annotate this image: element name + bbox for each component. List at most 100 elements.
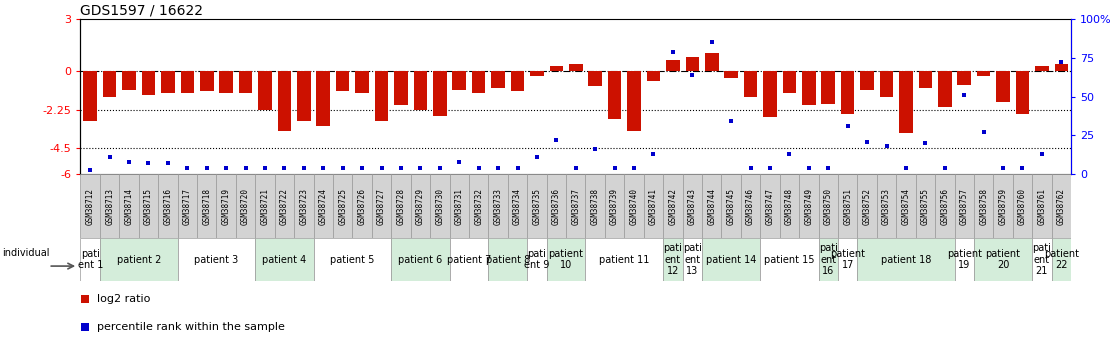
Bar: [721, 174, 741, 238]
Text: GSM38740: GSM38740: [629, 188, 638, 225]
Bar: [818, 174, 838, 238]
Text: patient 15: patient 15: [765, 255, 815, 265]
Bar: [899, 71, 912, 133]
Text: GSM38760: GSM38760: [1018, 188, 1027, 225]
Bar: [802, 71, 816, 105]
Text: patient 2: patient 2: [116, 255, 161, 265]
Text: GSM38722: GSM38722: [280, 188, 288, 225]
Text: GSM38732: GSM38732: [474, 188, 483, 225]
Text: patient 8: patient 8: [485, 255, 530, 265]
Bar: [84, 71, 97, 121]
Text: GSM38738: GSM38738: [590, 188, 599, 225]
Text: GSM38712: GSM38712: [86, 188, 95, 225]
Text: GSM38727: GSM38727: [377, 188, 386, 225]
Text: patient 6: patient 6: [398, 255, 443, 265]
Bar: [197, 174, 217, 238]
Bar: [161, 71, 174, 93]
Bar: [472, 71, 485, 93]
Text: GSM38720: GSM38720: [241, 188, 250, 225]
Bar: [528, 238, 547, 281]
Text: patient
17: patient 17: [831, 249, 865, 270]
Text: pati
ent
16: pati ent 16: [818, 243, 837, 276]
Bar: [743, 71, 757, 97]
Bar: [489, 238, 528, 281]
Text: patient 7: patient 7: [447, 255, 491, 265]
Bar: [974, 238, 1032, 281]
Bar: [838, 174, 858, 238]
Bar: [142, 71, 155, 95]
Text: pati
ent
12: pati ent 12: [663, 243, 682, 276]
Bar: [100, 174, 120, 238]
Text: GSM38735: GSM38735: [532, 188, 541, 225]
Bar: [861, 71, 874, 90]
Bar: [277, 71, 291, 131]
Bar: [489, 174, 508, 238]
Bar: [511, 71, 524, 91]
Bar: [178, 238, 255, 281]
Bar: [219, 71, 233, 93]
Bar: [663, 238, 683, 281]
Text: GSM38759: GSM38759: [998, 188, 1007, 225]
Text: pati
ent
13: pati ent 13: [683, 243, 702, 276]
Bar: [724, 71, 738, 78]
Bar: [938, 71, 951, 107]
Bar: [547, 238, 586, 281]
Text: percentile rank within the sample: percentile rank within the sample: [97, 322, 285, 332]
Bar: [508, 174, 528, 238]
Bar: [468, 174, 489, 238]
Text: GSM38726: GSM38726: [358, 188, 367, 225]
Text: GDS1597 / 16622: GDS1597 / 16622: [80, 4, 203, 18]
Bar: [316, 71, 330, 126]
Bar: [449, 174, 468, 238]
Bar: [935, 174, 955, 238]
Text: GSM38746: GSM38746: [746, 188, 755, 225]
Text: GSM38729: GSM38729: [416, 188, 425, 225]
Text: GSM38757: GSM38757: [959, 188, 968, 225]
Text: GSM38716: GSM38716: [163, 188, 172, 225]
Bar: [139, 174, 158, 238]
Text: GSM38750: GSM38750: [824, 188, 833, 225]
Bar: [624, 174, 644, 238]
Bar: [646, 71, 661, 81]
Bar: [158, 174, 178, 238]
Bar: [122, 71, 136, 90]
Text: GSM38755: GSM38755: [921, 188, 930, 225]
Text: patient 18: patient 18: [881, 255, 931, 265]
Text: GSM38723: GSM38723: [300, 188, 309, 225]
Text: GSM38724: GSM38724: [319, 188, 328, 225]
Text: patient
22: patient 22: [1044, 249, 1079, 270]
Text: GSM38713: GSM38713: [105, 188, 114, 225]
Text: GSM38741: GSM38741: [648, 188, 659, 225]
Bar: [297, 71, 311, 121]
Text: patient 14: patient 14: [705, 255, 757, 265]
Bar: [569, 64, 582, 71]
Bar: [333, 174, 352, 238]
Bar: [391, 174, 410, 238]
Bar: [547, 174, 566, 238]
Text: GSM38737: GSM38737: [571, 188, 580, 225]
Text: GSM38744: GSM38744: [708, 188, 717, 225]
Bar: [996, 71, 1010, 102]
Text: GSM38736: GSM38736: [552, 188, 561, 225]
Bar: [453, 71, 466, 90]
Bar: [1052, 174, 1071, 238]
Text: GSM38742: GSM38742: [669, 188, 678, 225]
Bar: [217, 174, 236, 238]
Text: GSM38725: GSM38725: [339, 188, 348, 225]
Text: log2 ratio: log2 ratio: [97, 294, 151, 304]
Bar: [877, 174, 897, 238]
Bar: [608, 71, 622, 119]
Text: GSM38719: GSM38719: [221, 188, 230, 225]
Text: GSM38753: GSM38753: [882, 188, 891, 225]
Bar: [80, 174, 100, 238]
Bar: [741, 174, 760, 238]
Bar: [491, 71, 505, 88]
Bar: [528, 174, 547, 238]
Bar: [588, 71, 601, 86]
Bar: [818, 238, 838, 281]
Text: pati
ent 9: pati ent 9: [524, 249, 550, 270]
Bar: [760, 238, 818, 281]
Bar: [764, 71, 777, 117]
Bar: [858, 174, 877, 238]
Bar: [313, 238, 391, 281]
